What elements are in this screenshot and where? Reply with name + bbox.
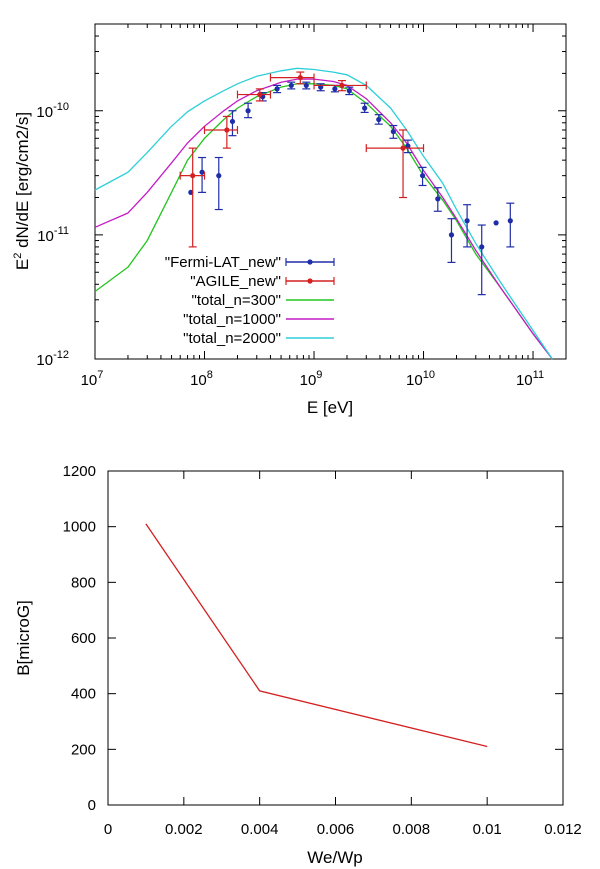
spectrum-y-axis-label: E2 dN/dE [erg/cm2/s] [12, 112, 32, 270]
spectrum-legend: "Fermi-LAT_new" "AGILE_new" "total_n=300" "… [165, 254, 335, 347]
data-point [302, 81, 311, 90]
x-tick-label: 0.012 [544, 821, 582, 838]
data-point [203, 115, 239, 149]
spectrum-x-axis-label: E [eV] [307, 398, 353, 417]
x-tick-label: 108 [190, 369, 213, 389]
x-tick-label: 1010 [406, 369, 435, 389]
data-point [269, 71, 315, 85]
y-tick-label: 10-12 [36, 349, 69, 369]
data-point [493, 220, 499, 226]
spectrum-tick-labels: 107 108 109 1010 1011 10-12 10-11 10-10 [36, 101, 544, 389]
data-point [236, 88, 272, 102]
data-point [447, 218, 456, 264]
b-field-series [145, 523, 488, 748]
y-tick-label: 10-10 [36, 101, 69, 121]
series-line-2 [94, 83, 553, 360]
data-point [228, 110, 237, 137]
legend-label: "total_n=2000" [183, 330, 281, 347]
data-point [433, 187, 442, 212]
b-field-chart: 0 0.002 0.004 0.006 0.008 0.01 0.012 0 200 400 600… [14, 463, 582, 867]
data-point [360, 102, 369, 113]
data-point [244, 102, 253, 119]
spectrum-series [94, 67, 553, 360]
data-point [506, 202, 515, 248]
b-field-plot-frame [107, 470, 564, 806]
data-point [198, 156, 207, 193]
y-tick-label: 600 [71, 630, 96, 647]
data-point [463, 204, 472, 248]
legend-entry: "total_n=1000" [183, 311, 334, 328]
spectrum-chart: 107 108 109 1010 1011 10-12 10-11 10-10 "Fermi-… [12, 23, 567, 417]
legend-entry: "total_n=300" [192, 292, 334, 309]
y-tick-label: 200 [71, 741, 96, 758]
x-tick-label: 0.01 [473, 821, 502, 838]
data-point [389, 124, 398, 139]
b-field-ticks [107, 470, 564, 806]
data-point [477, 224, 486, 296]
y-tick-label: 800 [71, 574, 96, 591]
data-point [403, 139, 412, 154]
legend-label: "total_n=300" [192, 292, 281, 309]
y-tick-label: 0 [88, 797, 96, 814]
data-point [418, 166, 427, 187]
b-field-y-axis-label: B[microG] [14, 600, 33, 676]
x-tick-label: 1011 [516, 369, 544, 389]
data-point [365, 129, 425, 199]
y-tick-label: 10-11 [37, 225, 69, 245]
series-line-3 [94, 78, 553, 360]
x-tick-label: 0.006 [317, 821, 355, 838]
legend-entry: "AGILE_new" [190, 273, 335, 290]
legend-label: "AGILE_new" [190, 273, 281, 290]
data-point [214, 156, 223, 211]
legend-label: "total_n=1000" [183, 311, 281, 328]
data-point [287, 81, 296, 90]
legend-label: "Fermi-LAT_new" [165, 254, 281, 271]
data-point [313, 79, 367, 92]
data-point [273, 84, 282, 94]
legend-entry: "Fermi-LAT_new" [165, 254, 335, 271]
x-tick-label: 0.004 [241, 821, 279, 838]
y-tick-label: 400 [71, 686, 96, 703]
legend-entry: "total_n=2000" [183, 330, 334, 347]
spectrum-plot-frame [94, 23, 567, 360]
series-line-4 [94, 67, 553, 360]
spectrum-ticks [94, 23, 567, 360]
x-tick-label: 109 [300, 369, 323, 389]
y-tick-label: 1200 [63, 463, 96, 480]
x-tick-label: 0.008 [393, 821, 431, 838]
b-field-tick-labels: 0 0.002 0.004 0.006 0.008 0.01 0.012 0 200 400 600… [63, 463, 582, 838]
data-point [374, 114, 383, 125]
y-tick-label: 1000 [63, 519, 96, 536]
b-field-line-0 [145, 523, 488, 748]
data-point [345, 86, 354, 96]
x-tick-label: 0 [104, 821, 112, 838]
x-tick-label: 107 [81, 369, 104, 389]
data-point [179, 147, 206, 248]
b-field-x-axis-label: We/Wp [307, 848, 362, 867]
x-tick-label: 0.002 [165, 821, 203, 838]
